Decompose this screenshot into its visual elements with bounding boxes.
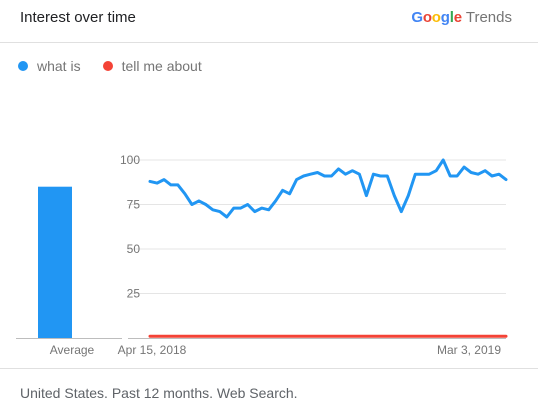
average-label: Average bbox=[50, 343, 95, 357]
google-letter: l bbox=[449, 9, 454, 26]
x-tick-label: Mar 3, 2019 bbox=[437, 343, 501, 357]
y-tick-label: 100 bbox=[120, 153, 140, 167]
google-letter: o bbox=[431, 9, 441, 26]
footer-caption: United States. Past 12 months. Web Searc… bbox=[20, 385, 298, 401]
chart-legend: what is tell me about bbox=[18, 58, 224, 74]
legend-item-tell-me-about[interactable]: tell me about bbox=[102, 58, 202, 74]
chart-header: Interest over time Google Trends bbox=[0, 0, 538, 43]
google-letter: o bbox=[422, 9, 432, 26]
google-letter: G bbox=[411, 9, 423, 26]
legend-dot-icon bbox=[102, 61, 113, 71]
legend-item-what-is[interactable]: what is bbox=[18, 58, 81, 74]
legend-label: what is bbox=[37, 58, 81, 74]
google-letter: e bbox=[453, 9, 462, 26]
google-trends-logo[interactable]: Google Trends bbox=[411, 9, 512, 26]
google-letter: g bbox=[440, 9, 450, 26]
trends-wordmark: Trends bbox=[465, 9, 512, 26]
chart-footer: United States. Past 12 months. Web Searc… bbox=[0, 368, 538, 410]
x-tick-label: Apr 15, 2018 bbox=[118, 343, 187, 357]
average-bar bbox=[38, 186, 72, 338]
legend-label: tell me about bbox=[121, 58, 202, 74]
chart-title: Interest over time bbox=[20, 9, 136, 26]
legend-dot-icon bbox=[18, 61, 28, 71]
y-tick-label: 25 bbox=[127, 287, 141, 301]
y-tick-label: 50 bbox=[127, 242, 141, 256]
series-line-what-is bbox=[148, 158, 508, 219]
interest-over-time-chart: 100 75 50 25 Average Apr 15, 2018 Mar 3, 2019 bbox=[16, 153, 508, 357]
google-wordmark: Google bbox=[411, 9, 462, 26]
y-tick-label: 75 bbox=[127, 198, 141, 212]
